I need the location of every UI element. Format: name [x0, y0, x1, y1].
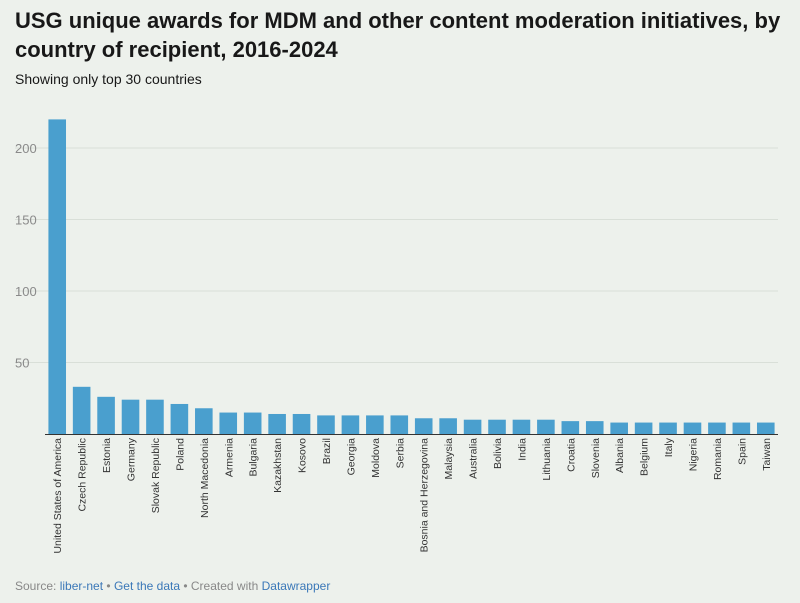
created-with-label: Created with [190, 579, 259, 593]
bar[interactable] [317, 415, 335, 434]
get-the-data-link[interactable]: Get the data [113, 579, 180, 593]
bar[interactable] [243, 412, 262, 434]
x-tick-label: North Macedonia [199, 438, 211, 518]
bar[interactable] [537, 419, 555, 434]
x-tick-label: Lithuania [541, 438, 553, 481]
x-tick-label: Croatia [565, 438, 577, 472]
x-tick-label: India [516, 438, 528, 461]
bar[interactable] [341, 415, 360, 434]
x-tick-label: Romania [712, 438, 724, 480]
x-tick-label: Australia [468, 438, 480, 479]
bar[interactable] [634, 422, 653, 434]
bar[interactable] [756, 422, 775, 434]
bar[interactable] [732, 422, 751, 434]
x-tick-label: Estonia [101, 438, 113, 473]
bar[interactable] [195, 408, 213, 434]
bar[interactable] [219, 412, 238, 434]
x-tick-label: Serbia [394, 438, 406, 469]
source-label: Source: [15, 579, 57, 593]
x-tick-label: Czech Republic [77, 438, 89, 512]
x-tick-label: Spain [736, 438, 748, 465]
x-tick-label: Bosnia and Herzegovina [419, 438, 431, 553]
y-tick-label: 150 [15, 213, 37, 228]
bar[interactable] [97, 396, 115, 434]
x-tick-label: Armenia [223, 438, 235, 477]
chart-subtitle: Showing only top 30 countries [15, 71, 202, 87]
y-tick-label: 200 [15, 141, 37, 156]
x-tick-label: Slovenia [590, 438, 602, 478]
bar[interactable] [488, 419, 506, 434]
footer-separator: • [106, 579, 111, 593]
x-tick-label: Bulgaria [248, 438, 260, 477]
bar[interactable] [292, 413, 311, 434]
bar[interactable] [366, 415, 384, 434]
x-tick-label: United States of America [52, 438, 64, 554]
bar[interactable] [146, 399, 164, 434]
y-tick-label: 50 [15, 356, 29, 371]
bar[interactable] [463, 419, 482, 434]
x-tick-label: Brazil [321, 438, 333, 464]
bar[interactable] [610, 422, 628, 434]
x-tick-label: Belgium [639, 438, 651, 476]
bar[interactable] [561, 421, 580, 434]
y-tick-label: 100 [15, 284, 37, 299]
bar[interactable] [439, 418, 457, 434]
bar[interactable] [72, 386, 91, 434]
bar[interactable] [585, 421, 604, 434]
x-tick-label: Taiwan [761, 438, 773, 471]
bar[interactable] [708, 422, 726, 434]
bar[interactable] [659, 422, 677, 434]
chart-footer: Source: liber-net • Get the data • Creat… [15, 578, 330, 594]
bar[interactable] [683, 422, 702, 434]
bar[interactable] [268, 413, 286, 434]
x-tick-label: Poland [174, 438, 186, 471]
x-tick-label: Moldova [370, 438, 382, 478]
bar[interactable] [48, 119, 67, 435]
footer-separator: • [183, 579, 188, 593]
x-tick-label: Germany [126, 437, 138, 481]
bar[interactable] [121, 399, 140, 434]
bar[interactable] [414, 418, 433, 434]
datawrapper-link[interactable]: Datawrapper [261, 579, 331, 593]
x-tick-label: Kosovo [297, 438, 309, 473]
bar[interactable] [512, 419, 531, 434]
bar[interactable] [170, 403, 189, 434]
chart-title: USG unique awards for MDM and other cont… [15, 8, 781, 62]
x-tick-label: Kazakhstan [272, 438, 284, 493]
x-tick-label: Bolivia [492, 438, 504, 469]
bar[interactable] [390, 415, 409, 434]
x-tick-label: Italy [663, 437, 675, 457]
x-tick-label: Nigeria [687, 438, 699, 471]
x-tick-label: Slovak Republic [150, 438, 162, 513]
x-tick-label: Malaysia [443, 438, 455, 480]
source-link[interactable]: liber-net [59, 579, 104, 593]
x-tick-label: Albania [614, 438, 626, 473]
x-tick-label: Georgia [345, 438, 357, 476]
bar-chart: 50 100 150 200 United States of America Czech… [15, 119, 778, 554]
